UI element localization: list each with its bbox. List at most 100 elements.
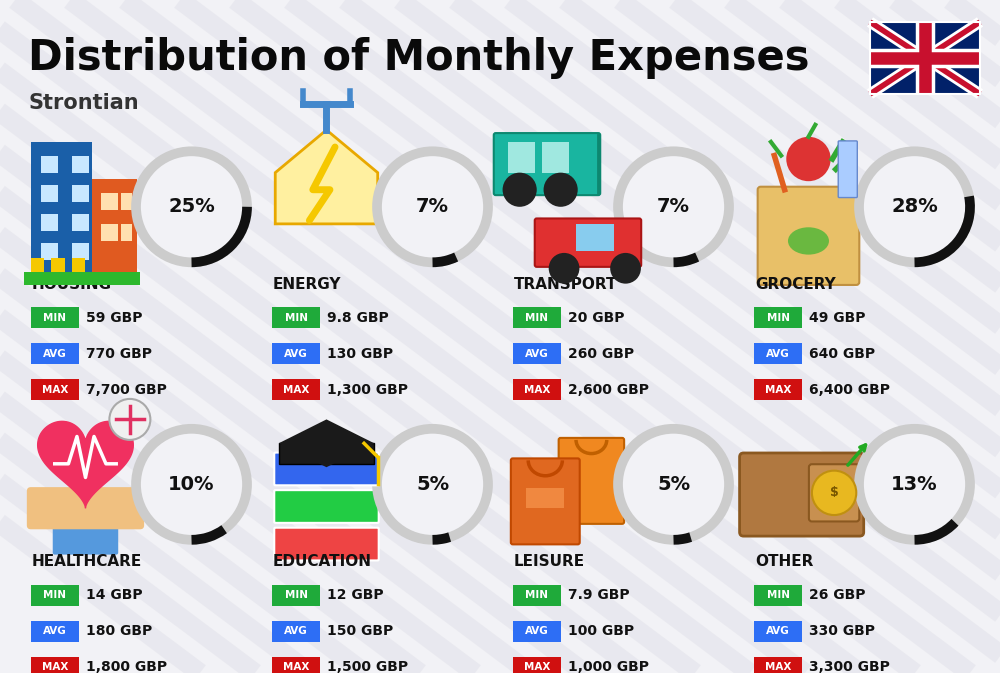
Text: MIN: MIN [526,590,548,600]
Text: MAX: MAX [42,662,68,672]
Text: AVG: AVG [766,349,790,359]
Text: 100 GBP: 100 GBP [568,625,634,639]
FancyBboxPatch shape [513,621,561,642]
FancyBboxPatch shape [31,380,79,400]
FancyBboxPatch shape [513,380,561,400]
Text: MAX: MAX [524,662,550,672]
Text: 49 GBP: 49 GBP [809,311,866,325]
FancyBboxPatch shape [121,193,132,210]
Circle shape [136,429,247,540]
FancyBboxPatch shape [754,585,802,606]
Text: 10%: 10% [168,474,215,494]
FancyBboxPatch shape [31,258,44,272]
Text: AVG: AVG [525,627,549,637]
Text: 3,300 GBP: 3,300 GBP [809,660,890,673]
FancyBboxPatch shape [513,343,561,364]
FancyBboxPatch shape [272,657,320,673]
FancyBboxPatch shape [274,490,379,523]
Text: Strontian: Strontian [28,93,139,113]
Text: 7%: 7% [416,197,449,216]
Text: MIN: MIN [767,590,790,600]
Text: AVG: AVG [284,627,308,637]
FancyBboxPatch shape [72,155,89,173]
Text: 6,400 GBP: 6,400 GBP [809,383,890,397]
FancyBboxPatch shape [279,444,374,464]
Text: 180 GBP: 180 GBP [86,625,152,639]
FancyBboxPatch shape [121,224,132,241]
FancyBboxPatch shape [758,186,859,285]
Text: EDUCATION: EDUCATION [273,555,372,569]
Text: AVG: AVG [43,627,67,637]
Text: OTHER: OTHER [755,555,813,569]
Circle shape [618,151,729,262]
FancyBboxPatch shape [754,380,802,400]
FancyBboxPatch shape [559,438,624,524]
Text: 5%: 5% [416,474,449,494]
FancyBboxPatch shape [542,142,569,173]
Text: LEISURE: LEISURE [514,555,585,569]
FancyBboxPatch shape [41,243,58,260]
Text: AVG: AVG [766,627,790,637]
FancyBboxPatch shape [101,224,118,241]
Text: 260 GBP: 260 GBP [568,347,634,361]
FancyBboxPatch shape [72,184,89,202]
Polygon shape [279,419,374,467]
Text: MIN: MIN [285,590,308,600]
Circle shape [503,173,537,207]
Text: MIN: MIN [767,313,790,323]
FancyBboxPatch shape [31,343,79,364]
FancyBboxPatch shape [754,308,802,328]
Text: HEALTHCARE: HEALTHCARE [32,555,142,569]
Text: 20 GBP: 20 GBP [568,311,624,325]
FancyBboxPatch shape [101,193,118,210]
FancyBboxPatch shape [51,258,65,272]
FancyBboxPatch shape [740,453,864,536]
FancyBboxPatch shape [53,513,118,555]
FancyBboxPatch shape [92,180,137,272]
Text: MAX: MAX [765,385,791,395]
Text: MIN: MIN [285,313,308,323]
Text: MIN: MIN [44,590,66,600]
Circle shape [549,253,579,283]
Text: 130 GBP: 130 GBP [327,347,393,361]
FancyBboxPatch shape [508,142,535,173]
Text: 25%: 25% [168,197,215,216]
FancyBboxPatch shape [838,141,857,198]
Circle shape [859,151,970,262]
FancyBboxPatch shape [27,487,144,529]
FancyBboxPatch shape [754,343,802,364]
Text: 12 GBP: 12 GBP [327,588,384,602]
Circle shape [610,253,641,283]
Text: 7%: 7% [657,197,690,216]
FancyBboxPatch shape [72,243,89,260]
Circle shape [786,137,831,181]
Text: MAX: MAX [765,662,791,672]
FancyBboxPatch shape [24,272,140,285]
FancyBboxPatch shape [809,464,859,522]
Text: MAX: MAX [42,385,68,395]
FancyBboxPatch shape [754,621,802,642]
Text: 330 GBP: 330 GBP [809,625,875,639]
Circle shape [812,470,856,515]
Text: 2,600 GBP: 2,600 GBP [568,383,649,397]
FancyBboxPatch shape [272,343,320,364]
FancyBboxPatch shape [274,528,379,561]
Text: 770 GBP: 770 GBP [86,347,152,361]
Text: 14 GBP: 14 GBP [86,588,143,602]
FancyBboxPatch shape [272,585,320,606]
Text: HOUSING: HOUSING [32,277,112,292]
Text: MAX: MAX [283,662,309,672]
Text: MAX: MAX [524,385,550,395]
Text: 7.9 GBP: 7.9 GBP [568,588,630,602]
FancyBboxPatch shape [274,452,379,485]
Circle shape [109,399,150,440]
FancyBboxPatch shape [31,621,79,642]
FancyBboxPatch shape [535,219,641,267]
FancyBboxPatch shape [272,380,320,400]
Ellipse shape [788,227,829,254]
Text: 1,300 GBP: 1,300 GBP [327,383,408,397]
FancyBboxPatch shape [576,224,614,251]
FancyBboxPatch shape [31,657,79,673]
Text: TRANSPORT: TRANSPORT [514,277,618,292]
FancyBboxPatch shape [513,657,561,673]
